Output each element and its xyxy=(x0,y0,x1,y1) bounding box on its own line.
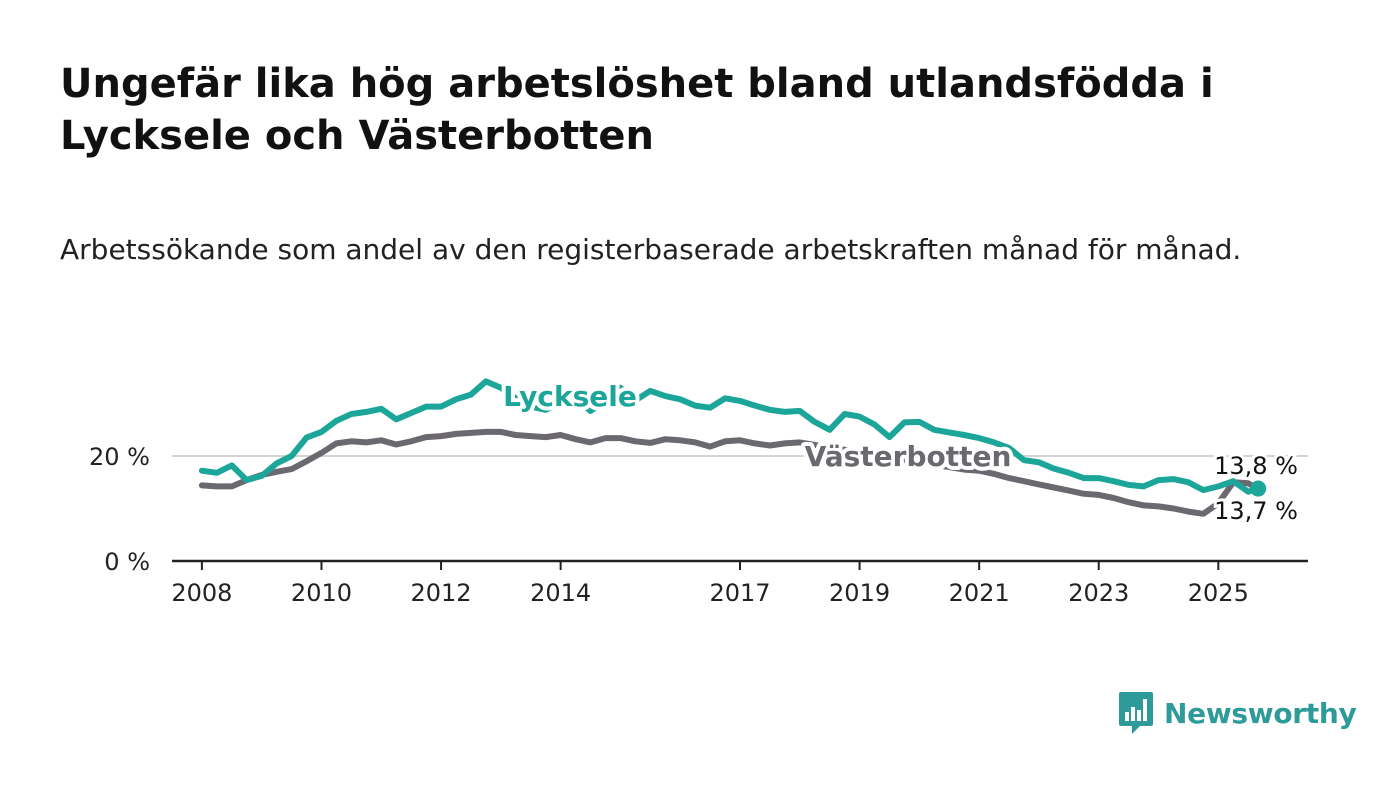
series-end-label: 13,7 % xyxy=(1214,497,1298,525)
chart-subtitle: Arbetssökande som andel av den registerb… xyxy=(60,233,1242,266)
chart-title: Ungefär lika hög arbetslöshet bland utla… xyxy=(60,61,1214,159)
series-end-label: 13,8 % xyxy=(1214,452,1298,480)
series-line-vasterbotten xyxy=(198,428,1262,517)
newsworthy-logo[interactable]: Newsworthy xyxy=(1118,690,1357,736)
x-tick-label: 2008 xyxy=(171,579,232,607)
x-tick-label: 2010 xyxy=(291,579,352,607)
x-tick-label: 2025 xyxy=(1188,579,1249,607)
x-tick-label: 2012 xyxy=(411,579,472,607)
series-line-lycksele xyxy=(198,378,1262,495)
x-tick-label: 2021 xyxy=(949,579,1010,607)
x-tick-label: 2017 xyxy=(709,579,770,607)
x-tick-label: 2019 xyxy=(829,579,890,607)
series-label-lycksele: Lycksele xyxy=(503,380,637,413)
y-tick-label: 0 % xyxy=(104,548,150,576)
newsworthy-logo-icon xyxy=(1119,692,1153,734)
y-tick-label: 20 % xyxy=(89,443,150,471)
series-end-marker xyxy=(1250,480,1267,497)
x-tick-label: 2023 xyxy=(1068,579,1129,607)
series-label-vasterbotten: Västerbotten xyxy=(805,440,1012,473)
x-tick-label: 2014 xyxy=(530,579,591,607)
brand-name: Newsworthy xyxy=(1164,696,1357,730)
